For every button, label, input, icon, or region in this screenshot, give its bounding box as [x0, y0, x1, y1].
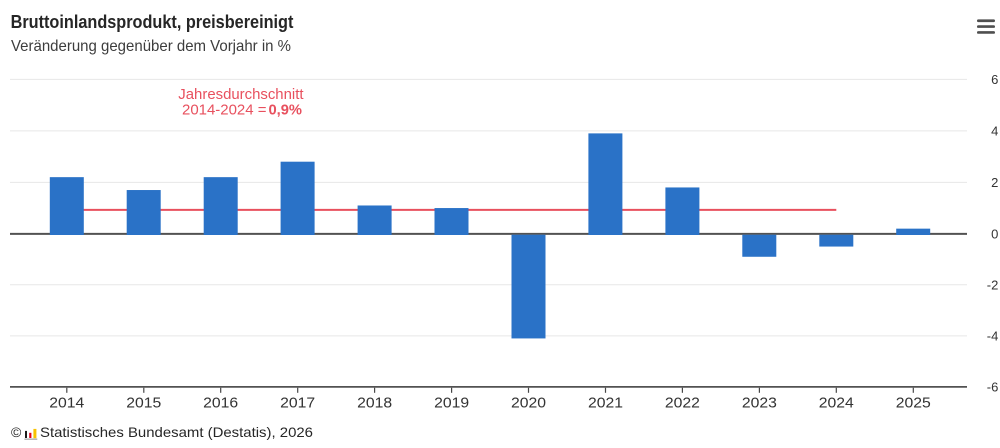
svg-text:2015: 2015 [126, 395, 161, 412]
svg-text:2016: 2016 [203, 395, 238, 412]
svg-text:Jahresdurchschnitt: Jahresdurchschnitt [178, 86, 304, 103]
svg-text:2019: 2019 [434, 395, 469, 412]
svg-text:2018: 2018 [357, 395, 392, 412]
svg-text:2020: 2020 [511, 395, 546, 412]
svg-text:0,9%: 0,9% [269, 103, 302, 119]
svg-text:2014-2024 =: 2014-2024 = [182, 102, 267, 119]
svg-text:2017: 2017 [280, 395, 315, 412]
svg-text:-6: -6 [987, 380, 999, 395]
svg-text:0: 0 [991, 227, 998, 242]
svg-text:2022: 2022 [665, 395, 700, 412]
svg-text:Veränderung gegenüber dem Vorj: Veränderung gegenüber dem Vorjahr in % [11, 38, 291, 55]
svg-text:2014: 2014 [49, 395, 84, 412]
svg-text:-4: -4 [987, 329, 999, 344]
svg-text:2023: 2023 [742, 395, 777, 412]
svg-text:6: 6 [991, 72, 998, 87]
svg-text:4: 4 [991, 124, 998, 139]
svg-text:©: © [11, 424, 22, 440]
svg-text:Bruttoinlandsprodukt, preisber: Bruttoinlandsprodukt, preisbereinigt [11, 12, 294, 32]
svg-text:-2: -2 [987, 278, 999, 293]
svg-text:2: 2 [991, 175, 998, 190]
svg-text:2024: 2024 [819, 395, 854, 412]
svg-text:2025: 2025 [896, 395, 931, 412]
svg-text:2021: 2021 [588, 395, 623, 412]
svg-text:Statistisches Bundesamt (Desta: Statistisches Bundesamt (Destatis), 2026 [40, 424, 313, 440]
